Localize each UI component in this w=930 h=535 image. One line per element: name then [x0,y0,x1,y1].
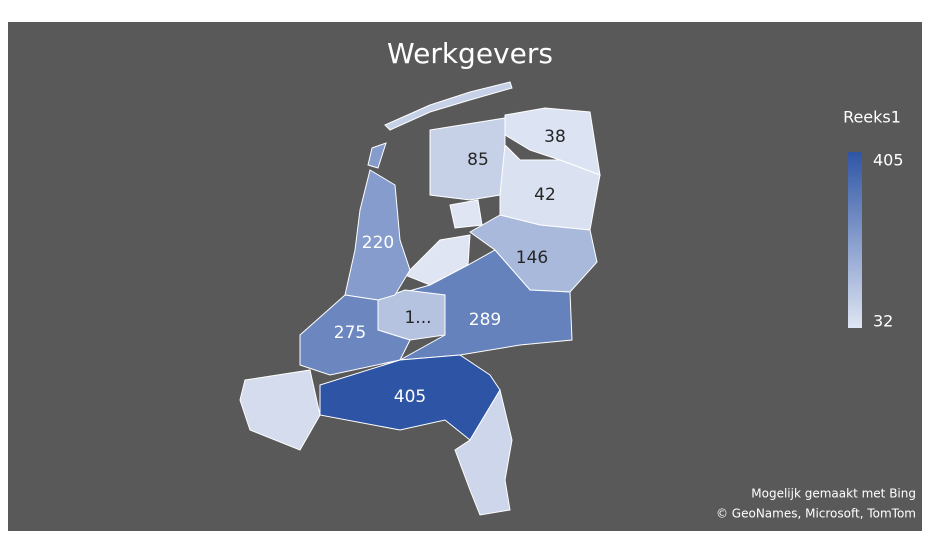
data-label: 85 [467,150,489,170]
region [344,142,411,301]
data-label: 42 [534,185,556,205]
region [454,388,513,516]
data-label: 1... [404,308,431,328]
region [239,369,321,451]
region [404,199,483,286]
data-label: 220 [362,233,394,253]
color-scale-tick-label: 32 [873,312,893,331]
chart-title: Werkgevers [387,37,553,70]
attribution: © GeoNames, Microsoft, TomTom [716,507,916,521]
color-scale [848,152,862,328]
data-label: 38 [544,127,566,147]
data-label: 289 [469,310,501,330]
data-label: 146 [516,248,548,268]
data-label: 275 [334,323,366,343]
data-label: 405 [394,387,426,407]
legend-title: Reeks1 [843,108,901,127]
color-scale-tick-label: 405 [873,151,904,170]
attribution: Mogelijk gemaakt met Bing [751,487,916,501]
